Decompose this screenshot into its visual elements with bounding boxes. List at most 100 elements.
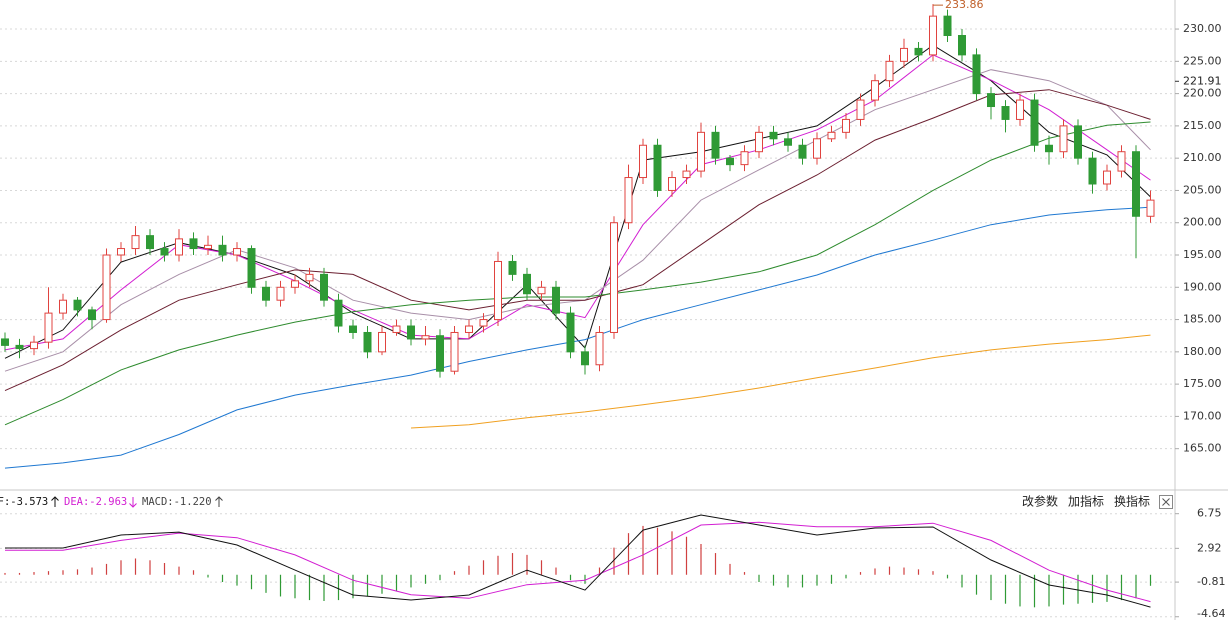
candle-body: [88, 309, 96, 321]
candle-body: [146, 235, 154, 250]
candle-body: [624, 177, 633, 224]
edit-params-button[interactable]: 改参数: [1022, 494, 1058, 509]
candle-body: [740, 151, 749, 166]
candle-body: [1030, 99, 1039, 146]
moving-average-line: [4, 121, 1151, 426]
candle-body: [1016, 99, 1024, 120]
candle-body: [247, 248, 256, 288]
candle-body: [349, 325, 357, 333]
candle-body: [1088, 157, 1097, 185]
candle-body: [581, 351, 589, 366]
candle-body: [1045, 144, 1053, 153]
candle-body: [450, 331, 459, 372]
candle-body: [204, 244, 212, 250]
candle-body: [943, 15, 952, 37]
candle-body: [842, 118, 850, 133]
candle-body: [131, 235, 140, 250]
candle-body: [160, 248, 169, 256]
candle-body: [668, 177, 676, 191]
candle-body: [972, 54, 981, 95]
dea-line: [5, 521, 1151, 603]
candle-body: [73, 299, 82, 311]
candle-body: [697, 131, 705, 172]
candle-body: [44, 312, 53, 343]
candle-body: [1001, 106, 1010, 120]
moving-average-line: [4, 54, 1151, 351]
y-tick-label: 6.75: [1197, 507, 1222, 520]
candle-body: [436, 335, 444, 372]
candle-body: [914, 47, 923, 56]
y-tick-label: 2.92: [1197, 541, 1222, 554]
candle-body: [465, 325, 473, 333]
dea-label: DEA:-2.963: [64, 496, 127, 508]
close-button[interactable]: [1159, 495, 1173, 509]
candle-body: [102, 254, 111, 321]
dea-arrow: [129, 497, 137, 508]
candle-body: [1, 338, 9, 346]
y-tick-label: 205.00: [1183, 183, 1222, 196]
last-price-label: 221.91: [1183, 74, 1222, 87]
candle-body: [305, 273, 314, 282]
candle-body: [262, 286, 270, 301]
candle-body: [1059, 125, 1068, 153]
add-indicator-button[interactable]: 加指标: [1068, 494, 1104, 509]
candle-body: [334, 299, 343, 327]
switch-indicator-button[interactable]: 换指标: [1114, 494, 1150, 509]
candle-body: [233, 248, 241, 256]
candle-body: [479, 319, 488, 327]
candle-body: [784, 138, 792, 146]
candle-body: [726, 157, 734, 166]
candle-body: [653, 144, 662, 191]
y-tick-label: -4.64: [1197, 607, 1225, 620]
candle-body: [958, 35, 966, 56]
candle-body: [552, 286, 560, 314]
candle-body: [900, 47, 908, 62]
candle-body: [682, 170, 691, 179]
high-annotation: 233.86: [945, 0, 984, 11]
y-tick-label: 180.00: [1183, 345, 1222, 358]
candle-body: [421, 335, 430, 340]
moving-average-line: [4, 89, 1151, 392]
candle-body: [378, 331, 386, 353]
y-tick-label: 185.00: [1183, 313, 1222, 326]
candle-body: [291, 280, 299, 288]
candle-body: [610, 222, 618, 333]
dif-arrow: [51, 496, 59, 507]
candle-body: [595, 331, 604, 366]
y-tick-label: 220.00: [1183, 87, 1222, 100]
candle-body: [392, 325, 401, 333]
candle-body: [407, 325, 415, 340]
candle-body: [885, 60, 894, 82]
candle-body: [276, 286, 285, 301]
candle-body: [566, 312, 575, 353]
candle-body: [523, 273, 531, 295]
candle-body: [1132, 151, 1140, 217]
candle-body: [871, 80, 879, 101]
candle-body: [798, 144, 807, 159]
candle-body: [30, 341, 38, 350]
candle-body: [1074, 125, 1082, 159]
macd-label: MACD:-1.220: [142, 496, 212, 508]
candle-body: [856, 99, 865, 120]
candle-body: [320, 273, 328, 301]
y-tick-label: 165.00: [1183, 442, 1222, 455]
moving-average-line: [4, 206, 1151, 469]
candle-body: [827, 131, 836, 140]
candle-body: [813, 138, 821, 159]
candle-body: [755, 131, 763, 153]
candle-body: [987, 93, 995, 108]
candle-body: [1146, 199, 1155, 217]
candle-body: [537, 286, 546, 295]
candle-body: [175, 238, 183, 256]
candle-body: [189, 238, 198, 250]
candle-body: [508, 260, 517, 275]
candle-body: [218, 244, 227, 256]
y-tick-label: 175.00: [1183, 377, 1222, 390]
y-tick-label: 230.00: [1183, 22, 1222, 35]
moving-average-line: [410, 334, 1151, 429]
y-tick-label: 190.00: [1183, 280, 1222, 293]
y-tick-label: 210.00: [1183, 151, 1222, 164]
candle-body: [639, 144, 647, 179]
candle-body: [1103, 170, 1111, 185]
y-tick-label: 170.00: [1183, 409, 1222, 422]
